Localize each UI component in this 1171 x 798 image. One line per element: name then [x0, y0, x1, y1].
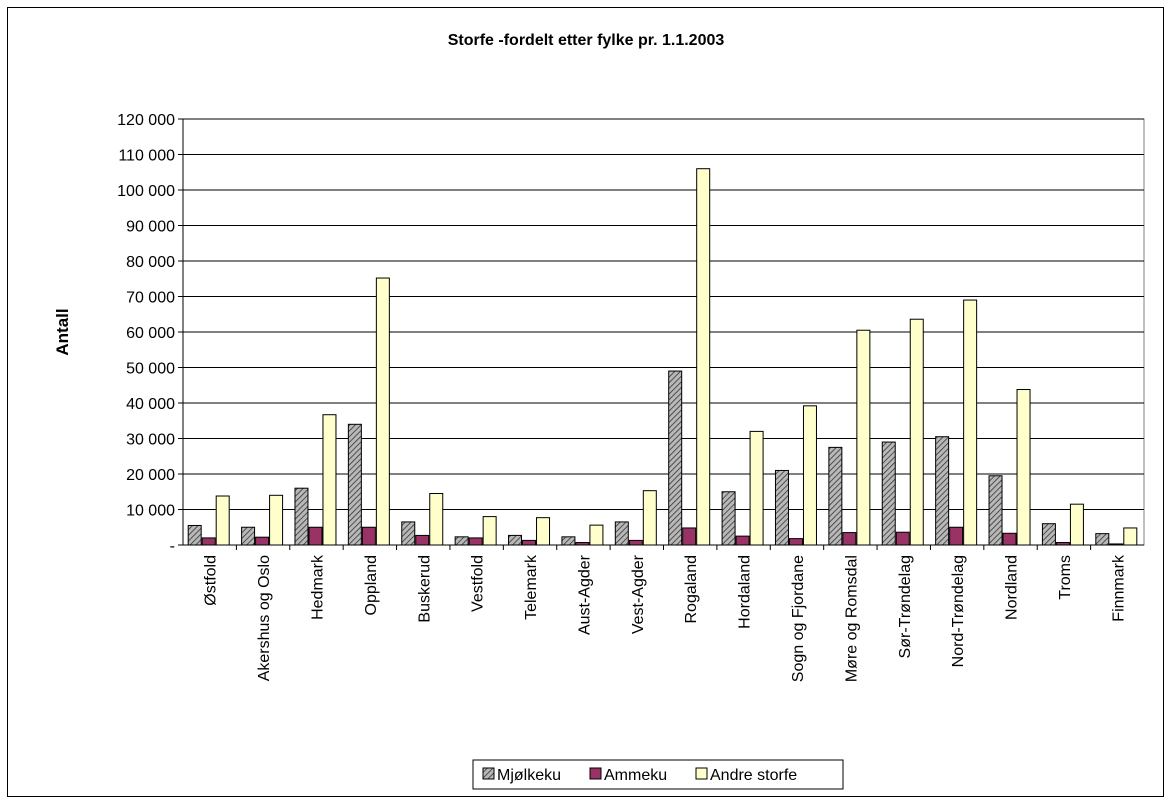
- bar-mjølkeku: [935, 436, 950, 546]
- legend-label: Mjølkeku: [497, 767, 561, 784]
- bar-andre-storfe: [802, 405, 817, 546]
- bar-andre-storfe: [429, 493, 444, 546]
- y-tick-label: 10 000: [126, 503, 175, 520]
- legend-swatch: [695, 767, 708, 780]
- x-tick-label: Vestfold: [470, 555, 487, 612]
- bar-andre-storfe: [536, 517, 551, 546]
- bar-mjølkeku: [401, 521, 416, 546]
- x-tick-label: Hordaland: [737, 555, 754, 629]
- bar-ammeku: [842, 532, 857, 546]
- x-tick-label: Rogaland: [683, 555, 700, 624]
- x-tick-label: Telemark: [523, 554, 540, 620]
- bar-mjølkeku: [1041, 523, 1056, 546]
- bar-ammeku: [628, 539, 643, 546]
- bar-andre-storfe: [375, 277, 390, 546]
- bar-andre-storfe: [589, 524, 604, 546]
- bar-ammeku: [682, 527, 697, 546]
- y-tick-label: 100 000: [117, 183, 175, 200]
- x-tick-label: Nordland: [1004, 555, 1021, 620]
- bar-mjølkeku: [294, 487, 309, 546]
- y-tick-label: 30 000: [126, 432, 175, 449]
- bar-andre-storfe: [1069, 503, 1084, 546]
- legend: [472, 759, 844, 790]
- x-tick-label: Oppland: [363, 555, 380, 616]
- bar-mjølkeku: [187, 524, 202, 546]
- bar-ammeku: [1055, 542, 1070, 546]
- y-tick-label: 50 000: [126, 361, 175, 378]
- chart: Storfe -fordelt etter fylke pr. 1.1.2003…: [53, 32, 1145, 790]
- bar-ammeku: [308, 526, 323, 546]
- x-tick-label: Møre og Romsdal: [843, 555, 860, 682]
- bar-andre-storfe: [482, 516, 497, 546]
- bar-andre-storfe: [909, 318, 924, 546]
- y-axis-label: Antall: [53, 308, 72, 355]
- bar-mjølkeku: [988, 475, 1003, 546]
- x-tick-label: Sogn og Fjordane: [790, 555, 807, 682]
- bar-mjølkeku: [614, 521, 629, 546]
- y-tick-label: 70 000: [126, 290, 175, 307]
- legend-label: Andre storfe: [710, 767, 797, 784]
- bar-mjølkeku: [721, 491, 736, 546]
- chart-title: Storfe -fordelt etter fylke pr. 1.1.2003: [448, 32, 725, 49]
- y-tick-label: 80 000: [126, 254, 175, 271]
- bar-ammeku: [788, 538, 803, 546]
- bar-mjølkeku: [508, 534, 523, 546]
- bar-ammeku: [895, 531, 910, 546]
- bar-ammeku: [575, 542, 590, 546]
- bar-mjølkeku: [454, 536, 469, 546]
- x-tick-label: Finnmark: [1110, 554, 1127, 622]
- y-tick-label: 40 000: [126, 396, 175, 413]
- bar-mjølkeku: [668, 370, 683, 546]
- bar-andre-storfe: [1016, 389, 1031, 546]
- bar-ammeku: [361, 526, 376, 546]
- bar-ammeku: [735, 535, 750, 546]
- x-tick-label: Østfold: [203, 555, 220, 606]
- bar-andre-storfe: [215, 495, 230, 546]
- bar-andre-storfe: [749, 430, 764, 546]
- bar-ammeku: [255, 536, 270, 546]
- x-tick-label: Sør-Trøndelag: [897, 555, 914, 658]
- legend-swatch: [482, 767, 495, 780]
- bar-ammeku: [1109, 543, 1124, 546]
- bar-mjølkeku: [1095, 533, 1110, 546]
- legend-swatch: [589, 767, 602, 780]
- x-tick-label: Buskerud: [416, 555, 433, 623]
- bar-mjølkeku: [561, 536, 576, 546]
- x-tick-label: Vest-Agder: [630, 554, 647, 634]
- y-tick-label: 60 000: [126, 325, 175, 342]
- legend-label: Ammeku: [604, 767, 667, 784]
- x-tick-label: Hedmark: [309, 554, 326, 620]
- bar-ammeku: [522, 539, 537, 546]
- x-tick-label: Akershus og Oslo: [256, 555, 273, 681]
- x-tick-label: Aust-Agder: [576, 554, 593, 635]
- bar-andre-storfe: [696, 168, 711, 546]
- bar-mjølkeku: [774, 469, 789, 546]
- bar-ammeku: [949, 526, 964, 546]
- x-tick-label: Troms: [1057, 555, 1074, 600]
- y-tick-label: 120 000: [117, 112, 175, 129]
- bar-ammeku: [468, 537, 483, 546]
- bar-andre-storfe: [269, 494, 284, 546]
- chart-area: Storfe -fordelt etter fylke pr. 1.1.2003…: [7, 7, 1164, 797]
- bar-ammeku: [1002, 532, 1017, 546]
- bar-mjølkeku: [881, 441, 896, 546]
- bar-mjølkeku: [347, 423, 362, 546]
- bar-mjølkeku: [828, 446, 843, 546]
- bar-ammeku: [415, 534, 430, 546]
- y-tick-label: 20 000: [126, 467, 175, 484]
- y-tick-label: 110 000: [118, 148, 175, 165]
- y-tick-label: -: [170, 538, 175, 555]
- bar-andre-storfe: [856, 329, 871, 546]
- bar-ammeku: [201, 537, 216, 546]
- bar-mjølkeku: [241, 526, 256, 546]
- bar-andre-storfe: [1123, 527, 1138, 546]
- bar-andre-storfe: [963, 299, 978, 546]
- y-tick-label: 90 000: [126, 219, 175, 236]
- bar-andre-storfe: [642, 490, 657, 546]
- bar-andre-storfe: [322, 414, 337, 546]
- x-tick-label: Nord-Trøndelag: [950, 555, 967, 667]
